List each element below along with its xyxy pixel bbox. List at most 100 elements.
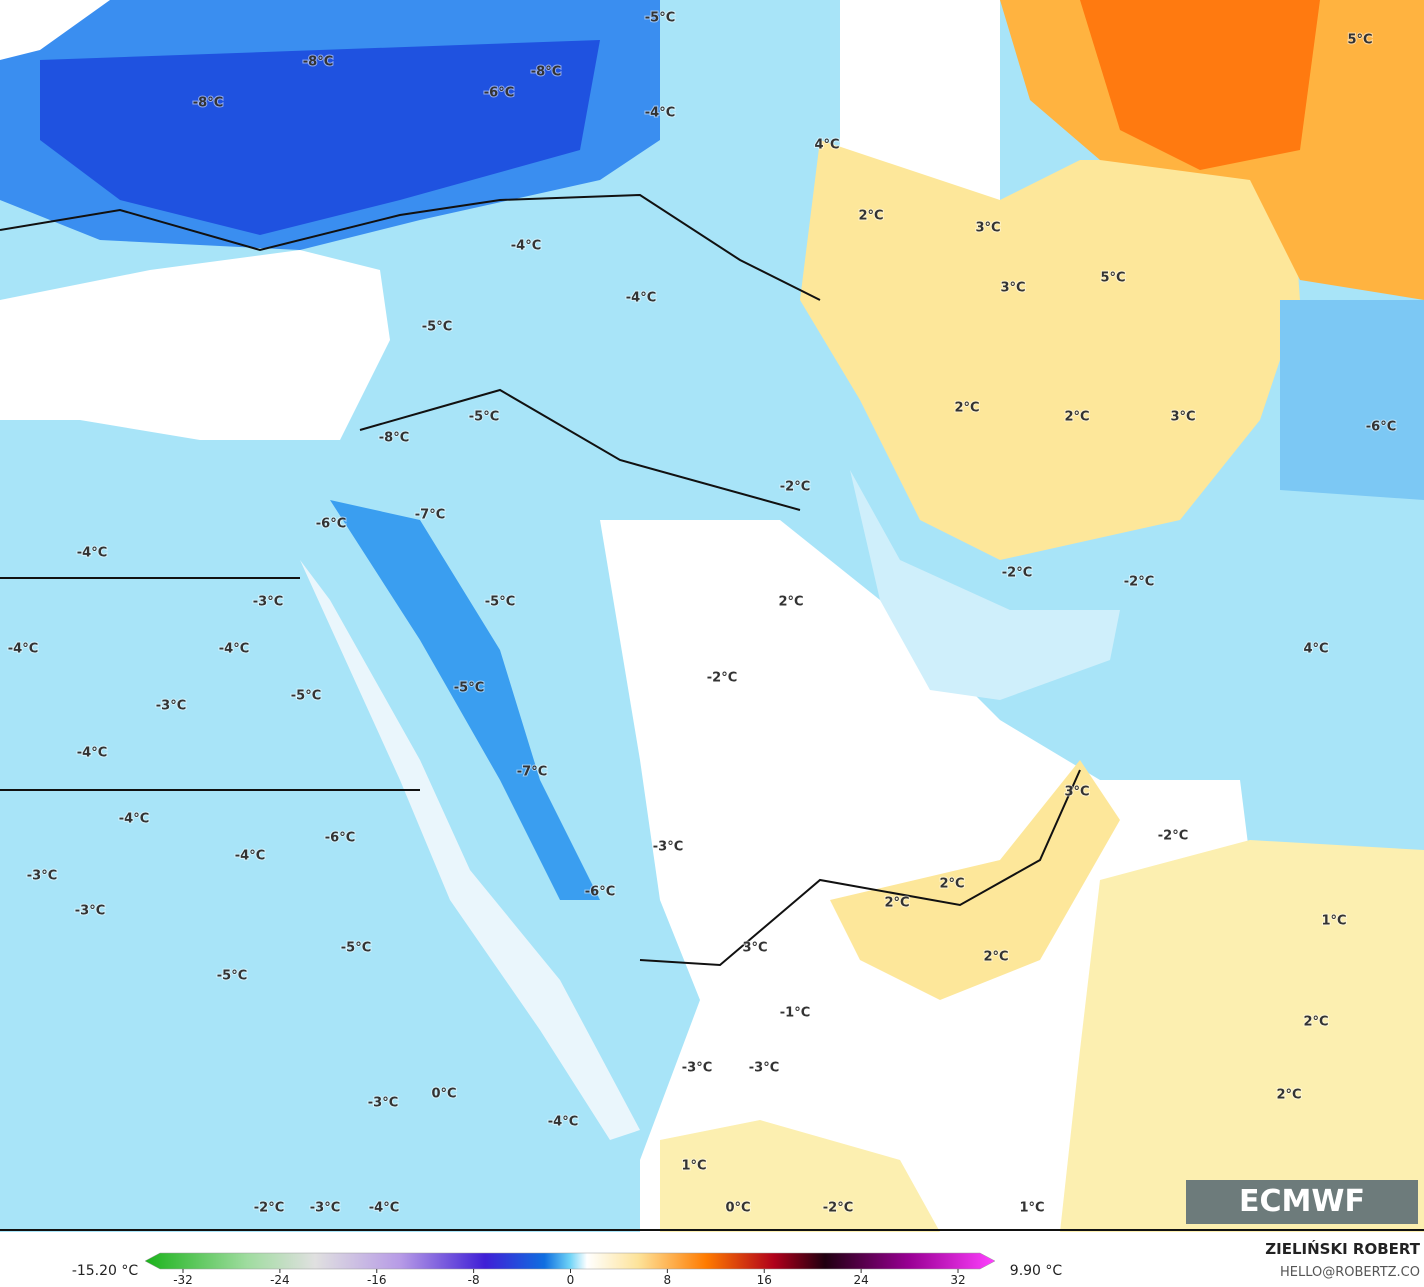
map-label: -2°C	[1158, 829, 1188, 844]
map-label: 2°C	[939, 877, 964, 892]
colorbar-tick-label: -8	[468, 1273, 480, 1287]
author: ZIELIŃSKI ROBERT	[1265, 1239, 1420, 1258]
map-label: -5°C	[422, 320, 452, 335]
colorbar-min: -15.20 °C	[72, 1263, 139, 1279]
map-label: -2°C	[823, 1201, 853, 1216]
map-label: -4°C	[548, 1115, 578, 1130]
map-label: 5°C	[1347, 33, 1372, 48]
map-label: -2°C	[780, 480, 810, 495]
map-label: 2°C	[1303, 1015, 1328, 1030]
map-label: -5°C	[645, 11, 675, 26]
map-label: 3°C	[975, 221, 1000, 236]
red-sea	[300, 560, 640, 1140]
map-label: 1°C	[681, 1159, 706, 1174]
map-label: -4°C	[77, 546, 107, 561]
sea	[0, 0, 110, 60]
logo-box	[1186, 1180, 1418, 1224]
map-label: -5°C	[291, 689, 321, 704]
map-label: -3°C	[156, 699, 186, 714]
map-label: -6°C	[1366, 420, 1396, 435]
map-label: -8°C	[531, 65, 561, 80]
colorbar-tick-label: -32	[173, 1273, 193, 1287]
map-label: -2°C	[254, 1201, 284, 1216]
map-label: -8°C	[379, 431, 409, 446]
warm-area	[660, 1120, 940, 1232]
hot-area	[1080, 0, 1320, 170]
map-label: 2°C	[778, 595, 803, 610]
email: HELLO@ROBERTZ.CO	[1280, 1265, 1420, 1280]
map-label: 2°C	[1064, 410, 1089, 425]
warm-area	[800, 140, 1300, 560]
map-label: -3°C	[749, 1061, 779, 1076]
map-label: 3°C	[742, 941, 767, 956]
map-label: 4°C	[814, 138, 839, 153]
colorbar-tick-label: 24	[853, 1273, 868, 1287]
map-label: -7°C	[415, 508, 445, 523]
map-label: 2°C	[954, 401, 979, 416]
map-label: -4°C	[119, 812, 149, 827]
cold-area	[1280, 300, 1424, 500]
map-label: -4°C	[8, 642, 38, 657]
map-label: 3°C	[1170, 410, 1195, 425]
colorbar-tick-label: -16	[367, 1273, 387, 1287]
map-label: 2°C	[1276, 1088, 1301, 1103]
cold-area	[330, 500, 600, 900]
map-field	[0, 0, 1424, 1232]
map-label: 5°C	[1100, 271, 1125, 286]
colorbar-bar	[144, 1252, 996, 1270]
warm-area	[830, 760, 1120, 1000]
map-label: -2°C	[1124, 575, 1154, 590]
map-label: 1°C	[1321, 914, 1346, 929]
map-label: -5°C	[469, 410, 499, 425]
map-label: -4°C	[511, 239, 541, 254]
map-label: -4°C	[219, 642, 249, 657]
map-labels: -8°C -8°C -8°C -6°C -5°C -4°C 4°C 5°C 2°C 3°C 3°C 5…	[7, 10, 1397, 1217]
map-label: -2°C	[1002, 566, 1032, 581]
gulf	[850, 470, 1120, 700]
map-label: -8°C	[193, 96, 223, 111]
colorbar-tick-label: 8	[664, 1273, 672, 1287]
map-label: -4°C	[235, 849, 265, 864]
map-label: -6°C	[316, 517, 346, 532]
map-label: 0°C	[431, 1087, 456, 1102]
logo-text: ECMWF	[1239, 1184, 1365, 1219]
map-label: 3°C	[1064, 785, 1089, 800]
map-label: -3°C	[653, 840, 683, 855]
sea-warm	[1060, 840, 1424, 1232]
map-label: -4°C	[626, 291, 656, 306]
map-label: 1°C	[1019, 1201, 1044, 1216]
map-label: -8°C	[303, 55, 333, 70]
map-label: -3°C	[682, 1061, 712, 1076]
colorbar-max: 9.90 °C	[1010, 1263, 1063, 1279]
map-label: -6°C	[484, 86, 514, 101]
map-label: -6°C	[325, 831, 355, 846]
map-label: 2°C	[884, 896, 909, 911]
border	[359, 388, 801, 511]
map-label: -3°C	[310, 1201, 340, 1216]
map-label: -5°C	[454, 681, 484, 696]
logo: ECMWF	[1186, 1180, 1418, 1224]
map-label: 3°C	[1000, 281, 1025, 296]
colorbar-tick-label: 32	[950, 1273, 965, 1287]
map-label: -7°C	[517, 765, 547, 780]
colorbar-tick-label: 16	[757, 1273, 772, 1287]
map-label: -4°C	[369, 1201, 399, 1216]
map-label: -6°C	[585, 885, 615, 900]
map-label: -4°C	[77, 746, 107, 761]
borders	[0, 193, 1424, 1231]
colorbar-tick-label: 0	[567, 1273, 575, 1287]
map-label: -3°C	[253, 595, 283, 610]
map-label: 2°C	[858, 209, 883, 224]
map-label: -4°C	[645, 106, 675, 121]
map-label: -5°C	[485, 595, 515, 610]
map-label: -5°C	[217, 969, 247, 984]
colorbar-tick-label: -24	[270, 1273, 290, 1287]
map-label: -3°C	[27, 869, 57, 884]
map-label: 0°C	[725, 1201, 750, 1216]
cold-core	[40, 40, 600, 235]
map-label: 4°C	[1303, 642, 1328, 657]
map-label: 2°C	[983, 950, 1008, 965]
mediterranean	[0, 250, 390, 440]
